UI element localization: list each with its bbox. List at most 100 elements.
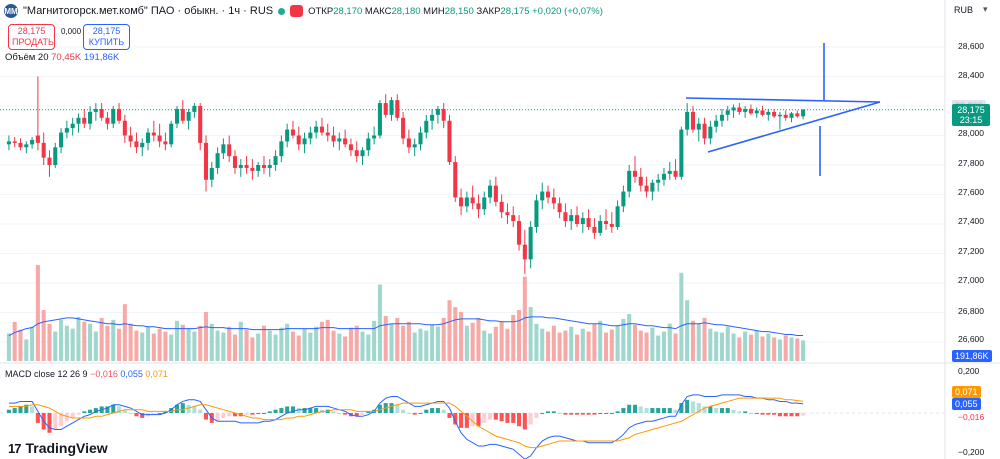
volume-bar: [99, 317, 104, 361]
volume-bar: [157, 328, 162, 361]
volume-bar: [209, 323, 214, 361]
candle-body: [661, 173, 666, 180]
macd-histogram-bar: [122, 409, 127, 413]
buy-button[interactable]: 28,175 КУПИТЬ: [83, 24, 130, 50]
volume-bar: [88, 323, 93, 361]
macd-histogram-bar: [360, 413, 365, 415]
macd-histogram-bar: [203, 413, 209, 420]
sell-button[interactable]: 28,175 ПРОДАТЬ: [8, 24, 55, 50]
macd-histogram-bar: [574, 413, 580, 415]
macd-legend[interactable]: MACD close 12 26 9 −0,016 0,055 0,071: [5, 369, 168, 379]
volume-bar: [783, 335, 788, 361]
macd-histogram-bar: [690, 401, 695, 413]
volume-bar: [105, 325, 110, 361]
price-axis-label: 28,000: [958, 128, 984, 138]
trendline-upper: [685, 97, 881, 103]
volume-bar: [725, 326, 730, 361]
volume-bar: [122, 304, 127, 361]
candle-body: [725, 110, 730, 115]
macd-histogram-bar: [679, 403, 684, 413]
candle-body: [511, 215, 516, 222]
sell-label: ПРОДАТЬ: [12, 37, 54, 47]
candle-body: [88, 111, 93, 124]
volume-bar: [302, 328, 307, 361]
currency-label[interactable]: RUB: [954, 5, 974, 15]
candle-body: [389, 100, 394, 115]
volume-bar: [290, 331, 295, 361]
volume-bar: [227, 326, 232, 361]
macd-histogram-bar: [64, 413, 69, 422]
candle-body: [435, 108, 440, 115]
macd-histogram-bar: [406, 413, 411, 414]
candle-body: [673, 170, 678, 177]
macd-histogram-bar: [377, 404, 382, 413]
macd-histogram-bar: [215, 413, 220, 422]
volume-legend[interactable]: Объём 20 70,45K 191,86K: [5, 52, 120, 63]
volume-bar: [522, 276, 527, 361]
macd-histogram-bar: [546, 411, 551, 413]
macd-histogram-bar: [221, 413, 226, 418]
volume-bar: [401, 325, 406, 361]
volume-bar: [789, 337, 794, 361]
macd-histogram-bar: [447, 413, 452, 418]
macd-histogram-bar: [603, 413, 609, 414]
symbol-title[interactable]: "Магнитогорск.мет.комб" ПАО · обыкн. · 1…: [23, 5, 274, 17]
candle-body: [250, 167, 255, 171]
candle-body: [366, 138, 371, 151]
candle-body: [702, 123, 707, 139]
volume-bar: [748, 334, 753, 361]
candle-body: [569, 215, 574, 222]
candle-body: [586, 218, 591, 227]
macd-histogram-bar: [401, 409, 406, 413]
triangle-drawing[interactable]: [685, 43, 881, 176]
candle-body: [296, 135, 301, 145]
macd-histogram-bar: [667, 408, 672, 413]
chevron-down-icon[interactable]: ▾: [983, 4, 988, 14]
candle-body: [6, 141, 11, 145]
volume-bar: [743, 331, 748, 361]
candle-body: [719, 114, 724, 121]
macd-histogram-bar: [795, 413, 800, 417]
brand-name: TradingView: [25, 440, 108, 456]
volume-bar: [673, 333, 678, 361]
volume-bar: [667, 323, 672, 361]
volume-bar: [627, 313, 632, 361]
macd-histogram-bar: [12, 408, 17, 413]
candle-body: [418, 132, 423, 145]
volume-bar: [366, 334, 371, 361]
candle-body: [609, 224, 614, 227]
macd-histogram-bar: [244, 413, 249, 415]
volume-bar: [314, 326, 319, 361]
candle-body: [383, 103, 388, 115]
volume-ma-tag: 191,86K: [952, 350, 992, 362]
volume-bar: [319, 321, 324, 361]
volume-bar: [528, 307, 533, 361]
candle-body: [488, 185, 493, 198]
candle-body: [41, 142, 46, 158]
macd-histogram-bar: [105, 406, 110, 413]
candle-body: [244, 165, 249, 168]
volume-bar: [140, 332, 145, 361]
macd-histogram-bar: [609, 413, 614, 414]
candle-body: [754, 110, 759, 114]
candle-body: [256, 165, 261, 171]
volume-bar: [412, 332, 417, 361]
tradingview-brand[interactable]: 17 TradingView: [8, 440, 108, 456]
macd-histogram-bar: [337, 413, 342, 414]
macd-histogram-bar: [551, 411, 556, 413]
volume-bar: [661, 331, 666, 361]
replay-icon[interactable]: [290, 5, 304, 17]
candle-body: [459, 197, 464, 207]
volume-bar: [714, 331, 719, 361]
candle-body: [122, 120, 127, 136]
macd-histogram-bar: [522, 413, 527, 430]
candle-body: [221, 144, 226, 154]
volume-bar: [360, 331, 365, 361]
macd-line: [8, 394, 804, 459]
volume-bar: [128, 323, 133, 361]
volume-bar: [685, 300, 690, 361]
candle-body: [163, 141, 168, 145]
volume-bar: [464, 325, 469, 361]
macd-histogram-bar: [632, 404, 638, 413]
